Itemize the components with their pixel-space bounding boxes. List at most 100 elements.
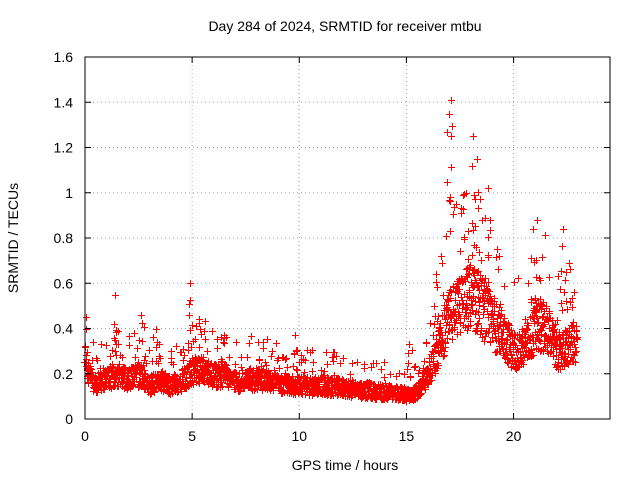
data-point bbox=[539, 254, 546, 261]
data-point bbox=[141, 357, 148, 364]
data-point bbox=[487, 227, 494, 234]
data-point bbox=[189, 322, 196, 329]
data-point bbox=[476, 315, 483, 322]
data-point bbox=[202, 336, 209, 343]
data-point bbox=[198, 331, 205, 338]
data-point bbox=[550, 353, 557, 360]
data-point bbox=[444, 129, 451, 136]
data-point bbox=[138, 312, 145, 319]
data-point bbox=[561, 350, 568, 357]
data-point bbox=[515, 275, 522, 282]
data-point bbox=[504, 336, 511, 343]
data-point bbox=[427, 320, 434, 327]
data-point bbox=[381, 359, 388, 366]
data-point bbox=[456, 311, 463, 318]
data-point bbox=[347, 371, 354, 378]
data-point bbox=[264, 336, 271, 343]
data-point bbox=[478, 257, 485, 264]
data-point bbox=[136, 337, 143, 344]
data-point bbox=[309, 368, 316, 375]
data-point bbox=[444, 179, 451, 186]
data-point bbox=[563, 298, 570, 305]
data-point bbox=[564, 306, 571, 313]
data-point bbox=[448, 164, 455, 171]
data-point bbox=[337, 360, 344, 367]
data-point bbox=[260, 345, 267, 352]
data-point bbox=[525, 322, 532, 329]
data-point bbox=[546, 274, 553, 281]
data-point bbox=[469, 252, 476, 259]
data-point bbox=[476, 287, 483, 294]
data-point bbox=[418, 390, 425, 397]
data-point bbox=[573, 328, 580, 335]
data-point bbox=[465, 256, 472, 263]
data-point bbox=[443, 233, 450, 240]
data-point bbox=[480, 311, 487, 318]
data-point bbox=[339, 376, 346, 383]
data-point bbox=[452, 308, 459, 315]
data-point bbox=[467, 322, 474, 329]
data-point bbox=[489, 334, 496, 341]
x-tick-label: 15 bbox=[399, 428, 415, 444]
data-point bbox=[469, 163, 476, 170]
data-point bbox=[552, 321, 559, 328]
data-point bbox=[298, 352, 305, 359]
data-point bbox=[471, 192, 478, 199]
data-point bbox=[570, 319, 577, 326]
data-point bbox=[500, 329, 507, 336]
data-point bbox=[474, 269, 481, 276]
data-point bbox=[485, 329, 492, 336]
data-point bbox=[469, 307, 476, 314]
data-point bbox=[540, 299, 547, 306]
y-tick-label: 1.2 bbox=[54, 140, 74, 156]
y-axis-label: SRMTID / TECUs bbox=[5, 183, 21, 293]
data-point bbox=[412, 363, 419, 370]
data-point bbox=[132, 354, 139, 361]
data-point bbox=[296, 359, 303, 366]
data-point bbox=[139, 338, 146, 345]
data-point bbox=[214, 376, 221, 383]
data-point bbox=[470, 133, 477, 140]
data-point bbox=[558, 300, 565, 307]
data-point bbox=[187, 297, 194, 304]
data-point bbox=[312, 374, 319, 381]
data-point bbox=[401, 371, 408, 378]
data-point bbox=[260, 339, 267, 346]
data-point bbox=[190, 338, 197, 345]
data-point bbox=[555, 273, 562, 280]
data-point bbox=[475, 320, 482, 327]
data-point bbox=[464, 274, 471, 281]
data-point bbox=[439, 332, 446, 339]
data-point bbox=[276, 365, 283, 372]
y-tick-label: 0.8 bbox=[54, 230, 74, 246]
data-point bbox=[214, 336, 221, 343]
data-point bbox=[85, 360, 92, 367]
data-point bbox=[309, 347, 316, 354]
data-point bbox=[262, 359, 269, 366]
data-point bbox=[558, 268, 565, 275]
data-point bbox=[349, 360, 356, 367]
data-point bbox=[546, 310, 553, 317]
data-point bbox=[538, 327, 545, 334]
data-point bbox=[543, 305, 550, 312]
data-point bbox=[531, 259, 538, 266]
y-tick-label: 1.4 bbox=[54, 94, 74, 110]
data-point bbox=[284, 364, 291, 371]
data-point bbox=[98, 341, 105, 348]
data-point bbox=[275, 355, 282, 362]
data-point bbox=[440, 353, 447, 360]
data-point bbox=[269, 348, 276, 355]
data-point bbox=[470, 293, 477, 300]
data-point bbox=[435, 362, 442, 369]
x-tick-label: 5 bbox=[188, 428, 196, 444]
data-point bbox=[107, 353, 114, 360]
data-point bbox=[226, 354, 233, 361]
data-point bbox=[448, 97, 455, 104]
data-point bbox=[458, 294, 465, 301]
data-point bbox=[330, 358, 337, 365]
data-point bbox=[381, 374, 388, 381]
data-point bbox=[499, 335, 506, 342]
data-point bbox=[209, 328, 216, 335]
data-point bbox=[475, 268, 482, 275]
